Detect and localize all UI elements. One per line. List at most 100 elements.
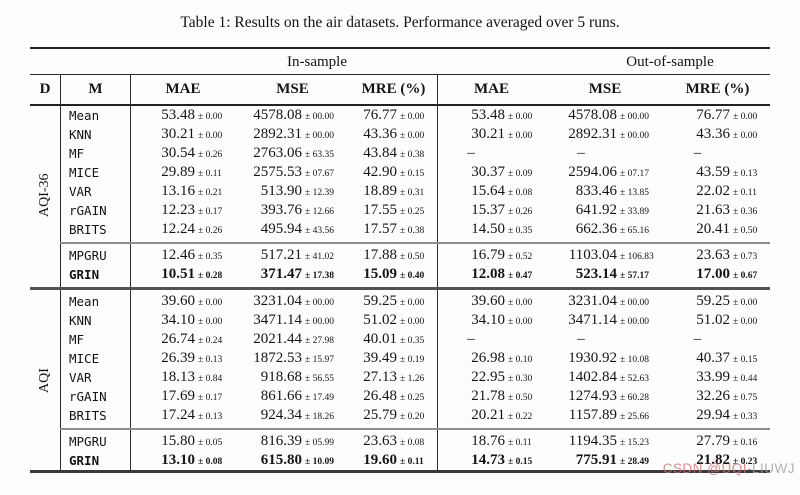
- metric-cell: 371.47 ± 17.38: [235, 265, 350, 284]
- metric-cell: 17.00 ± 0.67: [665, 265, 770, 284]
- metric-cell: 861.66 ± 17.49: [235, 387, 350, 406]
- baseline-model-divider-rule: [60, 241, 770, 244]
- metric-value: 17.00: [696, 266, 730, 282]
- metric-cell: 18.89 ± 0.31: [350, 182, 437, 201]
- metric-std: ± 0.30: [508, 374, 533, 384]
- metric-value: 1930.92: [568, 350, 617, 366]
- metric-value: 19.60: [363, 452, 397, 468]
- metric-value: 40.37: [696, 350, 730, 366]
- metric-value: 816.39: [260, 433, 302, 449]
- metric-value: 641.92: [575, 202, 617, 218]
- method-name: MF: [69, 332, 85, 347]
- metric-std: ± 0.35: [508, 226, 533, 236]
- col-header-mre-in: MRE (%): [361, 81, 426, 97]
- metric-value: 1194.35: [568, 433, 617, 449]
- metric-cell: 1157.89 ± 25.66: [545, 406, 665, 425]
- metric-value: 12.08: [471, 266, 505, 282]
- metric-cell: 14.50 ± 0.35: [437, 220, 545, 239]
- metric-cell: 76.77 ± 0.00: [350, 106, 437, 125]
- metric-value: 21.78: [471, 388, 505, 404]
- metric-std: ± 0.67: [733, 271, 758, 281]
- metric-value: 53.48: [471, 107, 505, 123]
- metric-cell: 40.01 ± 0.35: [350, 330, 437, 349]
- metric-cell: 3231.04 ± 00.00: [235, 292, 350, 311]
- metric-value: 59.25: [363, 293, 397, 309]
- col-header-mae-out: MAE: [437, 75, 545, 104]
- metric-cell: 22.95 ± 0.30: [437, 368, 545, 387]
- metric-cell: 17.24 ± 0.13: [130, 406, 235, 425]
- metric-std: ± 0.00: [508, 298, 533, 308]
- dataset-label: AQI-36: [37, 173, 52, 217]
- metric-cell: 15.64 ± 0.08: [437, 182, 545, 201]
- metric-std: ± 0.50: [508, 393, 533, 403]
- table-row: GRIN 10.51 ± 0.28 371.47 ± 17.38 15.09 ± 0.40 1…: [60, 265, 770, 284]
- metric-std: ± 0.19: [400, 355, 425, 365]
- watermark: CSDN @UQI-LIUWJ: [663, 461, 795, 476]
- metric-std: ± 0.00: [508, 317, 533, 327]
- metric-value: 26.39: [161, 350, 195, 366]
- metric-cell: 495.94 ± 43.56: [235, 220, 350, 239]
- metric-value: 14.73: [471, 452, 505, 468]
- metric-value: 30.37: [471, 164, 505, 180]
- metric-value: 2892.31: [253, 126, 302, 142]
- metric-cell: 59.25 ± 0.00: [665, 292, 770, 311]
- dataset-group: AQI Mean 39.60 ± 0.00 3231.04 ± 00.00 59.25 ± 0…: [30, 292, 770, 470]
- metric-std: ± 0.05: [198, 438, 223, 448]
- metric-value: 43.36: [363, 126, 397, 142]
- metric-cell: –: [665, 144, 770, 163]
- metric-value: 662.36: [575, 221, 617, 237]
- metric-cell: 27.79 ± 0.16: [665, 432, 770, 451]
- metric-cell: 2892.31 ± 00.00: [235, 125, 350, 144]
- metric-cell: 23.63 ± 0.73: [665, 246, 770, 265]
- metric-std: ± 0.00: [733, 317, 758, 327]
- metric-cell: 18.13 ± 0.84: [130, 368, 235, 387]
- metric-cell: 15.80 ± 0.05: [130, 432, 235, 451]
- metric-cell: 12.23 ± 0.17: [130, 201, 235, 220]
- metric-cell: 523.14 ± 57.17: [545, 265, 665, 284]
- metric-std: ± 0.13: [198, 412, 223, 422]
- table-row: MPGRU 15.80 ± 0.05 816.39 ± 05.99 23.63 ± 0.08…: [60, 432, 770, 451]
- table-row: Mean 53.48 ± 0.00 4578.08 ± 00.00 76.77 ± 0.00…: [60, 106, 770, 125]
- metric-std: ± 0.38: [400, 226, 425, 236]
- metric-value: 18.89: [363, 183, 397, 199]
- metric-std: ± 0.00: [508, 131, 533, 141]
- metric-std: ± 0.44: [733, 374, 758, 384]
- metric-std: ± 0.13: [733, 169, 758, 179]
- method-name: KNN: [69, 313, 92, 328]
- metric-std: ± 0.26: [198, 150, 223, 160]
- metric-cell: 23.63 ± 0.08: [350, 432, 437, 451]
- metric-cell: 1194.35 ± 15.23: [545, 432, 665, 451]
- metric-cell: 4578.08 ± 00.00: [545, 106, 665, 125]
- metric-std: ± 43.56: [305, 226, 334, 236]
- metric-value: 51.02: [363, 312, 397, 328]
- metric-std: ± 0.00: [400, 112, 425, 122]
- metric-cell: 517.21 ± 41.02: [235, 246, 350, 265]
- col-header-method: M: [60, 75, 130, 104]
- metric-value: 12.23: [161, 202, 195, 218]
- metric-cell: 17.88 ± 0.50: [350, 246, 437, 265]
- metric-cell: 12.08 ± 0.47: [437, 265, 545, 284]
- metric-value: 43.84: [363, 145, 397, 161]
- metric-value: 371.47: [260, 266, 302, 282]
- metric-value: 13.10: [161, 452, 195, 468]
- method-name: MICE: [69, 351, 100, 366]
- metric-cell: 59.25 ± 0.00: [350, 292, 437, 311]
- metric-cell: 1103.04 ± 106.83: [545, 246, 665, 265]
- metric-std: ± 0.23: [733, 457, 758, 467]
- metric-value: 34.10: [161, 312, 195, 328]
- metric-cell: –: [545, 330, 665, 349]
- metric-std: ± 0.20: [400, 412, 425, 422]
- table-body: AQI-36 Mean 53.48 ± 0.00 4578.08 ± 00.00 76.77…: [30, 106, 770, 470]
- metric-cell: 43.59 ± 0.13: [665, 163, 770, 182]
- metric-cell: 918.68 ± 56.55: [235, 368, 350, 387]
- metric-cell: 513.90 ± 12.39: [235, 182, 350, 201]
- metric-cell: 21.82 ± 0.23: [665, 451, 770, 470]
- metric-value: 495.94: [260, 221, 302, 237]
- method-name: GRIN: [69, 453, 100, 468]
- metric-value: 33.99: [696, 369, 730, 385]
- metric-value: 22.95: [471, 369, 505, 385]
- watermark-suffix: LIUWJ: [752, 461, 795, 476]
- results-table: In-sample Out-of-sample D M MAE MSE MRE …: [30, 47, 770, 473]
- metric-value: 15.80: [161, 433, 195, 449]
- metric-value: 12.24: [161, 221, 195, 237]
